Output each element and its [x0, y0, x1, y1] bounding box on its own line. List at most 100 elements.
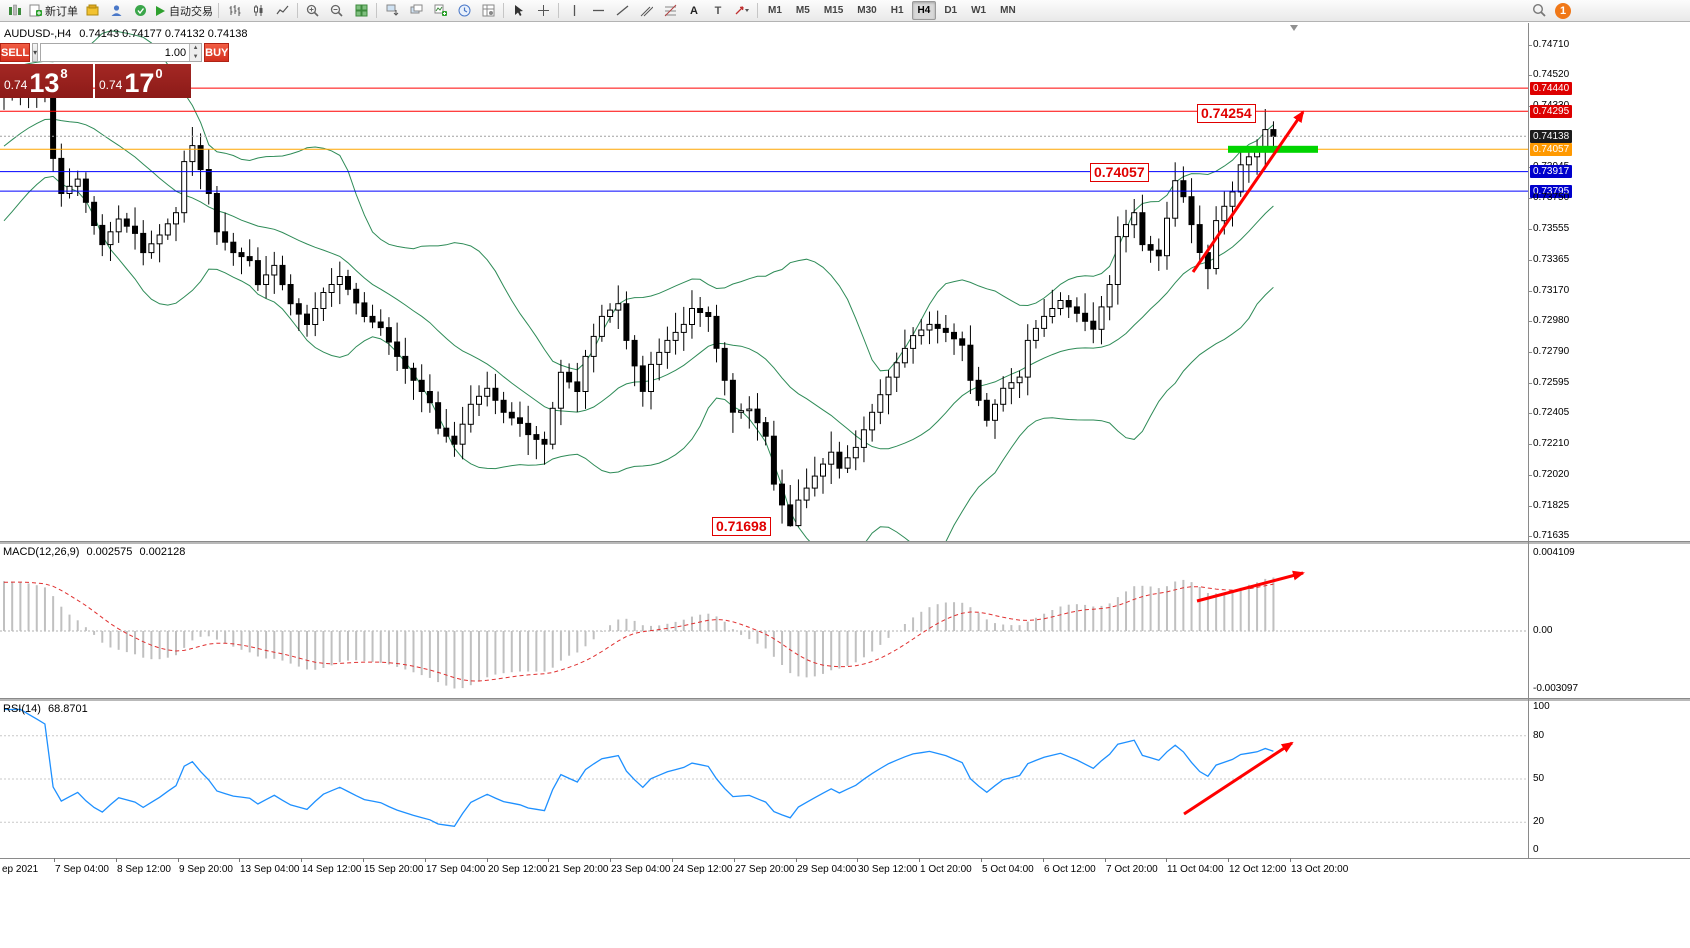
- line-chart-mode-icon[interactable]: [270, 1, 294, 21]
- search-icon[interactable]: [1527, 1, 1551, 21]
- fibonacci-tool-icon[interactable]: [658, 1, 682, 21]
- volume-down-button[interactable]: ▼: [190, 52, 202, 61]
- crosshair-tool-icon[interactable]: [531, 1, 555, 21]
- buy-button[interactable]: BUY: [204, 43, 230, 62]
- volume-dropdown-button[interactable]: ▾: [32, 43, 39, 62]
- timeframe-button-h4[interactable]: H4: [911, 1, 937, 20]
- price-tick: [1528, 413, 1532, 414]
- time-tick: [981, 858, 982, 862]
- autotrade-label: 自动交易: [169, 5, 213, 18]
- green-highlight-bar[interactable]: [1228, 145, 1318, 153]
- period-icon[interactable]: [452, 1, 476, 21]
- toolbar: 新订单 自动交易 A T M1 M5 M15: [0, 0, 1690, 22]
- timeframe-button-w1[interactable]: W1: [971, 5, 987, 16]
- market-watch-icon[interactable]: [80, 1, 104, 21]
- price-scale-label: 0.73555: [1533, 223, 1570, 234]
- tile-windows-icon[interactable]: [349, 1, 373, 21]
- timeframe-button-mn[interactable]: MN: [1000, 5, 1016, 16]
- new-order-button[interactable]: 新订单: [27, 1, 80, 21]
- time-axis-label: ep 2021: [2, 864, 39, 875]
- price-tick: [1528, 260, 1532, 261]
- volume-input[interactable]: [41, 44, 190, 61]
- price-scale-label: 0.72980: [1533, 315, 1570, 326]
- new-order-label: 新订单: [45, 5, 78, 18]
- time-tick: [1043, 858, 1044, 862]
- volume-up-button[interactable]: ▲: [190, 44, 202, 53]
- panel-splitter[interactable]: [0, 698, 1690, 701]
- price-tick: [1528, 198, 1532, 199]
- template-icon[interactable]: [476, 1, 500, 21]
- separator: [558, 3, 559, 18]
- rsi-scale-label: 100: [1533, 701, 1550, 712]
- add-indicator-icon[interactable]: [428, 1, 452, 21]
- cascade-windows-icon[interactable]: [404, 1, 428, 21]
- rsi-panel[interactable]: [0, 701, 1528, 858]
- label-tool-icon[interactable]: T: [714, 4, 722, 17]
- price-annotation[interactable]: 0.71698: [712, 517, 771, 536]
- timeframe-button-h1[interactable]: H1: [890, 5, 904, 16]
- main-chart[interactable]: [0, 23, 1528, 560]
- trend-arrow-macd[interactable]: [1196, 570, 1305, 603]
- rsi-name: RSI(14): [3, 703, 41, 715]
- notification-badge[interactable]: 1: [1551, 1, 1575, 21]
- rsi-scale-label: 50: [1533, 773, 1545, 784]
- timeframe-button-m1[interactable]: M1: [768, 5, 782, 16]
- rsi-scale-label: 0: [1533, 844, 1539, 855]
- trend-arrow-main[interactable]: [1191, 110, 1305, 273]
- vline-tool-icon[interactable]: [562, 1, 586, 21]
- price-scale-label: 0.72595: [1533, 377, 1570, 388]
- timeframe-button-m15[interactable]: M15: [823, 5, 844, 16]
- time-axis-label: 13 Oct 20:00: [1291, 864, 1349, 875]
- program-icon: [3, 1, 27, 21]
- price-scale-label: 0.72790: [1533, 346, 1570, 357]
- time-tick: [116, 858, 117, 862]
- price-tag-red: 0.74295: [1530, 105, 1573, 118]
- arrows-tool-icon[interactable]: [730, 1, 754, 21]
- bollinger-middle: [3, 118, 1274, 450]
- macd-scale-label: 0.00: [1533, 625, 1553, 636]
- time-axis-label: 17 Sep 04:00: [426, 864, 486, 875]
- time-tick: [1228, 858, 1229, 862]
- price-tick: [1528, 536, 1532, 537]
- price-scale-label: 0.73170: [1533, 285, 1570, 296]
- time-axis-label: 14 Sep 12:00: [302, 864, 362, 875]
- terminal-icon[interactable]: [128, 1, 152, 21]
- ask-big-digits: 17: [124, 68, 155, 98]
- cursor-tool-icon[interactable]: [507, 1, 531, 21]
- sell-button[interactable]: SELL: [0, 43, 31, 62]
- ask-pip-digit: 0: [155, 66, 163, 81]
- time-axis-label: 7 Sep 04:00: [55, 864, 109, 875]
- macd-signal-line: [3, 581, 1274, 682]
- trend-arrow-rsi[interactable]: [1183, 741, 1294, 816]
- timeframe-button-m5[interactable]: M5: [795, 5, 810, 16]
- hline-tool-icon[interactable]: [586, 1, 610, 21]
- candle-chart-mode-icon[interactable]: [246, 1, 270, 21]
- navigator-icon[interactable]: [104, 1, 128, 21]
- ask-price-display[interactable]: 0.74 17 0: [95, 64, 191, 98]
- panel-splitter[interactable]: [0, 541, 1690, 544]
- bid-price-display[interactable]: 0.74 13 8: [0, 64, 93, 98]
- channel-tool-icon[interactable]: [634, 1, 658, 21]
- time-axis-label: 12 Oct 12:00: [1229, 864, 1287, 875]
- price-tick: [1528, 506, 1532, 507]
- timeframe-button-d1[interactable]: D1: [944, 5, 958, 16]
- macd-panel[interactable]: [0, 544, 1528, 698]
- badge-count: 1: [1555, 2, 1571, 19]
- price-annotation[interactable]: 0.74254: [1197, 104, 1256, 123]
- price-annotation[interactable]: 0.74057: [1090, 163, 1149, 182]
- arrange-windows-icon[interactable]: [380, 1, 404, 21]
- price-tag-blue: 0.73795: [1530, 185, 1573, 198]
- macd-histogram: [3, 577, 1275, 689]
- chart-shift-marker[interactable]: [1290, 25, 1298, 31]
- bar-chart-mode-icon[interactable]: [222, 1, 246, 21]
- text-tool-icon[interactable]: A: [690, 4, 698, 17]
- zoom-out-icon[interactable]: [325, 1, 349, 21]
- autotrade-button[interactable]: 自动交易: [152, 1, 215, 21]
- price-scale-label: 0.74520: [1533, 69, 1570, 80]
- price-scale-label: 0.71825: [1533, 500, 1570, 511]
- timeframe-button-m30[interactable]: M30: [857, 5, 877, 16]
- zoom-in-icon[interactable]: [301, 1, 325, 21]
- trendline-tool-icon[interactable]: [610, 1, 634, 21]
- price-tag-current: 0.74138: [1530, 130, 1573, 143]
